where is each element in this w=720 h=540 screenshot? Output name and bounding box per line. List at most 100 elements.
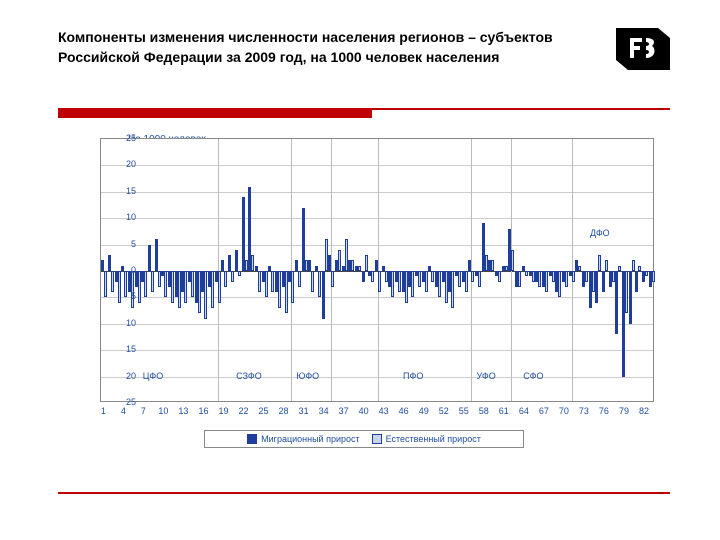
bar-migration xyxy=(615,271,618,334)
bar-migration xyxy=(101,260,104,271)
bar-natural xyxy=(298,271,301,287)
slide-title: Компоненты изменения численности населен… xyxy=(58,28,616,67)
slide-header: Компоненты изменения численности населен… xyxy=(0,0,720,78)
bar-natural xyxy=(438,271,441,297)
bar-migration xyxy=(595,271,598,303)
bar-migration xyxy=(228,255,231,271)
chart-plot-area xyxy=(100,138,654,402)
bar-natural xyxy=(518,271,521,287)
region-label: ЮФО xyxy=(296,371,319,381)
bar-migration xyxy=(221,260,224,271)
bar-natural xyxy=(445,271,448,303)
x-tick-label: 13 xyxy=(174,406,192,416)
bar-natural xyxy=(278,271,281,308)
bar-natural xyxy=(598,255,601,271)
bar-natural xyxy=(458,271,461,287)
x-tick-label: 22 xyxy=(235,406,253,416)
legend-swatch-natural xyxy=(372,434,382,444)
y-tick-label: 5 xyxy=(106,239,136,249)
bar-natural xyxy=(365,255,368,271)
x-tick-label: 67 xyxy=(535,406,553,416)
bar-natural xyxy=(411,271,414,297)
bar-natural xyxy=(318,271,321,297)
x-tick-label: 52 xyxy=(435,406,453,416)
bar-natural xyxy=(618,266,621,271)
bar-natural xyxy=(311,271,314,292)
bar-migration xyxy=(468,260,471,271)
bar-natural xyxy=(592,271,595,292)
x-tick-label: 61 xyxy=(495,406,513,416)
bar-natural xyxy=(218,271,221,303)
bar-natural xyxy=(431,271,434,282)
bar-migration xyxy=(235,250,238,271)
region-label: СФО xyxy=(523,371,543,381)
bar-natural xyxy=(265,271,268,297)
bar-natural xyxy=(565,271,568,287)
x-tick-label: 49 xyxy=(415,406,433,416)
bar-migration xyxy=(375,260,378,271)
bar-natural xyxy=(144,271,147,297)
accent-line-top xyxy=(372,108,670,110)
bar-natural xyxy=(338,250,341,271)
x-tick-label: 40 xyxy=(355,406,373,416)
bar-migration xyxy=(148,245,151,271)
region-label: ДФО xyxy=(590,228,610,238)
bar-natural xyxy=(211,271,214,308)
bar-migration xyxy=(308,260,311,271)
y-tick-label: 15 xyxy=(106,344,136,354)
logo xyxy=(616,28,670,70)
bar-natural xyxy=(391,271,394,297)
bar-natural xyxy=(525,271,528,276)
bar-natural xyxy=(638,266,641,271)
legend-swatch-migration xyxy=(247,434,257,444)
legend-item-natural: Естественный прирост xyxy=(372,434,481,444)
region-label: УФО xyxy=(476,371,495,381)
bar-migration xyxy=(322,271,325,319)
bar-migration xyxy=(362,271,365,282)
x-tick-label: 1 xyxy=(94,406,112,416)
x-tick-label: 55 xyxy=(455,406,473,416)
y-tick-label: 15 xyxy=(106,186,136,196)
bar-natural xyxy=(131,271,134,308)
bar-natural xyxy=(478,271,481,287)
region-label: СЗФО xyxy=(236,371,262,381)
x-tick-label: 82 xyxy=(635,406,653,416)
x-tick-label: 73 xyxy=(575,406,593,416)
bar-natural xyxy=(271,271,274,292)
bar-natural xyxy=(498,271,501,282)
bar-natural xyxy=(151,271,154,292)
x-tick-label: 64 xyxy=(515,406,533,416)
bar-natural xyxy=(224,271,227,287)
x-tick-label: 25 xyxy=(255,406,273,416)
bar-natural xyxy=(545,271,548,292)
bar-natural xyxy=(425,271,428,292)
bar-natural xyxy=(558,271,561,297)
bar-natural xyxy=(138,271,141,303)
y-tick-label: 5 xyxy=(106,291,136,301)
y-tick-label: 20 xyxy=(106,159,136,169)
bar-natural xyxy=(285,271,288,313)
bar-natural xyxy=(258,271,261,292)
bar-natural xyxy=(164,271,167,297)
y-tick-label: 20 xyxy=(106,371,136,381)
bar-natural xyxy=(612,271,615,282)
legend-label-natural: Естественный прирост xyxy=(386,434,481,444)
bar-natural xyxy=(532,271,535,282)
x-tick-label: 31 xyxy=(295,406,313,416)
accent-bar xyxy=(58,108,372,118)
bar-migration xyxy=(602,271,605,292)
bar-natural xyxy=(238,271,241,276)
x-tick-label: 28 xyxy=(275,406,293,416)
legend-label-migration: Миграционный прирост xyxy=(261,434,359,444)
bar-natural xyxy=(491,260,494,271)
bar-natural xyxy=(645,271,648,276)
bar-natural xyxy=(471,271,474,282)
bar-migration xyxy=(629,271,632,324)
x-tick-label: 10 xyxy=(154,406,172,416)
bar-migration xyxy=(328,255,331,271)
y-tick-label: 10 xyxy=(106,212,136,222)
bar-natural xyxy=(171,271,174,303)
region-label: ПФО xyxy=(403,371,423,381)
x-tick-label: 76 xyxy=(595,406,613,416)
bar-natural xyxy=(198,271,201,313)
